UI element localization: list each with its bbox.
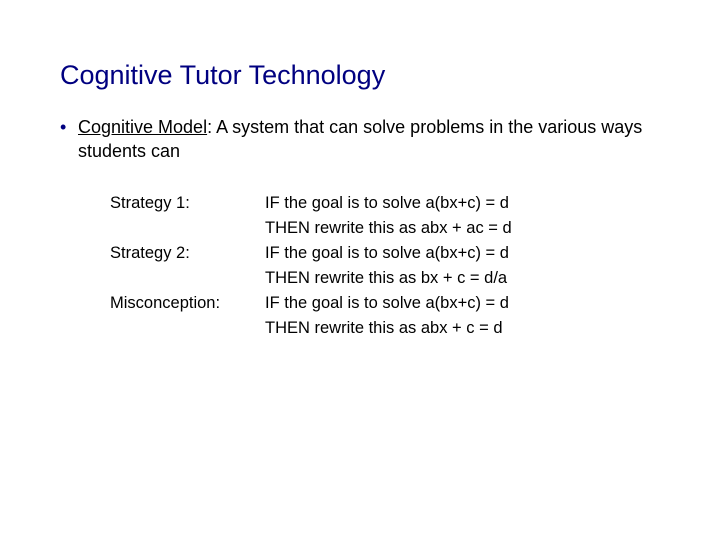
table-row: Misconception: IF the goal is to solve a… [110, 291, 512, 316]
bullet-text: Cognitive Model: A system that can solve… [78, 115, 680, 163]
rule-label [110, 266, 265, 291]
rule-line: THEN rewrite this as abx + ac = d [265, 216, 512, 241]
table-row: THEN rewrite this as abx + c = d [110, 316, 512, 341]
rule-line: IF the goal is to solve a(bx+c) = d [265, 191, 512, 216]
rules-block: Strategy 1: IF the goal is to solve a(bx… [110, 191, 680, 341]
rule-label: Misconception: [110, 291, 265, 316]
table-row: THEN rewrite this as bx + c = d/a [110, 266, 512, 291]
rule-line: THEN rewrite this as bx + c = d/a [265, 266, 512, 291]
bullet-dot-icon: • [60, 115, 78, 139]
bullet-sep: : [207, 117, 216, 137]
rule-label [110, 316, 265, 341]
slide: Cognitive Tutor Technology • Cognitive M… [0, 0, 720, 540]
bullet-term: Cognitive Model [78, 117, 207, 137]
slide-title: Cognitive Tutor Technology [60, 60, 680, 91]
rule-label [110, 216, 265, 241]
bullet-item: • Cognitive Model: A system that can sol… [60, 115, 680, 163]
rule-line: IF the goal is to solve a(bx+c) = d [265, 241, 512, 266]
rules-table: Strategy 1: IF the goal is to solve a(bx… [110, 191, 512, 341]
rule-line: THEN rewrite this as abx + c = d [265, 316, 512, 341]
rule-line: IF the goal is to solve a(bx+c) = d [265, 291, 512, 316]
table-row: THEN rewrite this as abx + ac = d [110, 216, 512, 241]
table-row: Strategy 2: IF the goal is to solve a(bx… [110, 241, 512, 266]
rule-label: Strategy 2: [110, 241, 265, 266]
rule-label: Strategy 1: [110, 191, 265, 216]
table-row: Strategy 1: IF the goal is to solve a(bx… [110, 191, 512, 216]
